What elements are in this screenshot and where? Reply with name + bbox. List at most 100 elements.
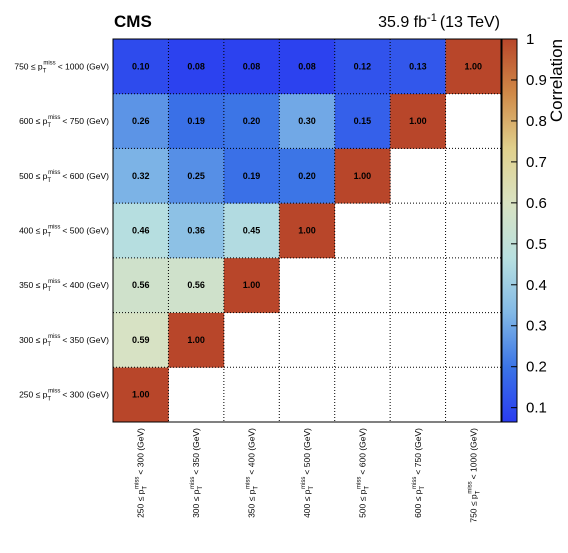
cell-value: 0.46	[132, 226, 150, 236]
z-tick-label: 0.6	[526, 195, 547, 212]
heatmap-cell	[223, 257, 280, 313]
x-tick-label: 600 ≤ pTmiss < 750 (GeV)	[412, 428, 426, 518]
cell-value: 0.15	[354, 116, 372, 126]
axis-label-part: T	[47, 287, 51, 293]
x-tick-label: 350 ≤ pTmiss < 400 (GeV)	[246, 428, 260, 518]
axis-label-part: miss	[48, 115, 60, 121]
cell-value: 1.00	[243, 280, 261, 290]
axis-label-part: 350	[191, 453, 201, 467]
axis-label-part: (GeV)	[191, 428, 201, 451]
axis-label-part: 750	[468, 508, 478, 522]
heatmap-cell	[223, 203, 280, 259]
y-axis-labels: 250 ≤ pTmiss < 300 (GeV)300 ≤ pTmiss < 350…	[14, 60, 109, 402]
axis-label-part: (GeV)	[357, 428, 367, 451]
cell-value: 0.20	[243, 116, 261, 126]
axis-label-part: 400	[70, 280, 84, 290]
axis-label-part: T	[420, 486, 426, 490]
axis-label-part: 250	[19, 390, 33, 400]
axis-label-part: 400	[302, 503, 312, 517]
axis-label-part: 400	[19, 226, 33, 236]
cell-value: 0.56	[132, 280, 150, 290]
axis-label-part: miss	[48, 389, 60, 395]
axis-label-part: T	[47, 123, 51, 129]
axis-label-part: <	[62, 171, 67, 181]
heatmap-cell	[334, 148, 391, 204]
axis-label-part: (GeV)	[86, 280, 109, 290]
axis-label-part: (GeV)	[86, 390, 109, 400]
heatmap-cell	[113, 312, 169, 368]
cell-value: 0.08	[243, 61, 261, 71]
luminosity-value: 35.9 fb	[378, 14, 427, 31]
axis-label-part: ≤ p	[413, 489, 423, 501]
axis-label-part: ≤ p	[36, 335, 48, 345]
cell-value: 1.00	[132, 390, 150, 400]
axis-label-part: <	[62, 335, 67, 345]
x-tick-label: 400 ≤ pTmiss < 500 (GeV)	[301, 428, 315, 518]
axis-label-part: <	[62, 390, 67, 400]
axis-label-part: <	[62, 226, 67, 236]
axis-label-part: <	[468, 474, 478, 479]
axis-label-part: T	[198, 486, 204, 490]
heatmap-cells	[113, 39, 502, 423]
axis-label-part: ≤ p	[302, 489, 312, 501]
color-scale-bar	[501, 38, 518, 423]
axis-label-part: 300	[191, 503, 201, 517]
luminosity-label: 35.9 fb-1 (13 TeV)	[378, 12, 500, 31]
axis-label-part: ≤ p	[468, 494, 478, 506]
y-tick-label: 350 ≤ pTmiss < 400 (GeV)	[19, 279, 109, 293]
heatmap-grid	[113, 39, 501, 422]
axis-label-part: <	[357, 470, 367, 475]
heatmap-cell	[334, 39, 391, 95]
axis-label-part: ≤ p	[357, 489, 367, 501]
axis-label-part: 750	[70, 116, 84, 126]
x-tick-label: 500 ≤ pTmiss < 600 (GeV)	[356, 428, 370, 518]
axis-label-part: (GeV)	[302, 428, 312, 451]
color-scale-ticks: 0.1 0.2 0.3 0.4 0.5 0.6 0.7 0.8 0.9 1	[511, 31, 547, 417]
z-tick-label: 0.1	[526, 400, 547, 417]
axis-label-part: 600	[19, 116, 33, 126]
axis-label-part: miss	[48, 334, 60, 340]
cell-value: 0.59	[132, 335, 150, 345]
axis-label-part: <	[191, 470, 201, 475]
axis-label-part: miss	[467, 481, 473, 493]
x-tick-label: 750 ≤ pTmiss < 1000 (GeV)	[467, 428, 481, 523]
cell-value: 0.19	[243, 171, 261, 181]
axis-label-part: 300	[70, 390, 84, 400]
x-tick-label: 300 ≤ pTmiss < 350 (GeV)	[190, 428, 204, 518]
axis-label-part: 350	[70, 335, 84, 345]
cell-value: 0.20	[298, 171, 316, 181]
z-tick-label: 0.3	[526, 318, 547, 335]
cell-value: 0.36	[187, 226, 205, 236]
axis-label-part: (GeV)	[86, 116, 109, 126]
experiment-label: CMS	[114, 12, 152, 31]
axis-label-part: ≤ p	[247, 489, 257, 501]
z-tick-label: 0.7	[526, 154, 547, 171]
y-tick-label: 600 ≤ pTmiss < 750 (GeV)	[19, 115, 109, 129]
x-axis-labels: 250 ≤ pTmiss< 300 (GeV)300 ≤ pTmiss< 350…	[135, 428, 482, 523]
axis-label-part: 350	[19, 280, 33, 290]
axis-label-part: (GeV)	[468, 428, 478, 451]
cell-value: 0.30	[298, 116, 316, 126]
axis-label-part: 500	[19, 171, 33, 181]
axis-label-part: ≤ p	[36, 280, 48, 290]
cell-value: 1.00	[465, 61, 483, 71]
cell-value: 1.00	[298, 226, 316, 236]
axis-label-part: T	[364, 486, 370, 490]
axis-label-part: <	[58, 61, 63, 71]
axis-label-part: T	[47, 233, 51, 239]
z-tick-label: 0.9	[526, 72, 547, 89]
heatmap-cell	[168, 312, 225, 368]
heatmap-cell	[113, 39, 169, 95]
heatmap-cell	[279, 93, 336, 149]
axis-label-part: T	[47, 342, 51, 348]
cell-value: 0.19	[187, 116, 205, 126]
axis-label-part: (GeV)	[413, 428, 423, 451]
y-tick-label: 400 ≤ pTmiss < 500 (GeV)	[19, 225, 109, 239]
cell-value: 0.13	[409, 61, 427, 71]
axis-label-part: T	[143, 486, 149, 490]
heatmap-cell	[113, 367, 169, 423]
luminosity-exponent: -1	[427, 12, 437, 24]
cell-value: 1.00	[187, 335, 205, 345]
axis-label-part: ≤ p	[36, 116, 48, 126]
